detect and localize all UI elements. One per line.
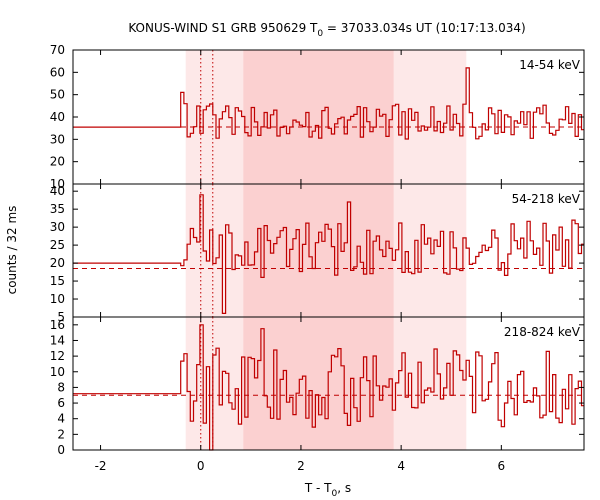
y-tick-label: 16 <box>50 318 65 332</box>
y-tick-label: 5 <box>57 310 65 324</box>
y-tick-label: 20 <box>50 256 65 270</box>
light-curve <box>73 324 584 451</box>
panel-energy-label: 54-218 keV <box>512 192 581 206</box>
y-tick-label: 8 <box>57 380 65 394</box>
x-tick-label: 0 <box>197 459 205 473</box>
light-curve <box>73 194 584 314</box>
x-axis-label: T - T0, s <box>304 481 351 499</box>
y-tick-label: 30 <box>50 220 65 234</box>
y-tick-label: 70 <box>50 43 65 57</box>
panel-frame <box>72 316 585 451</box>
y-tick-label: 40 <box>50 110 65 124</box>
y-tick-label: 4 <box>57 412 65 426</box>
chart-title: KONUS-WIND S1 GRB 950629 T0 = 37033.034s… <box>128 21 525 39</box>
x-tick-label: 6 <box>498 459 506 473</box>
y-tick-label: 6 <box>57 396 65 410</box>
y-tick-label: 10 <box>50 365 65 379</box>
y-tick-label: 60 <box>50 65 65 79</box>
y-tick-label: 10 <box>50 177 65 191</box>
y-tick-label: 40 <box>50 184 65 198</box>
y-axis-label: counts / 32 ms <box>5 206 19 295</box>
y-tick-label: 10 <box>50 292 65 306</box>
y-tick-label: 35 <box>50 202 65 216</box>
y-tick-label: 0 <box>57 443 65 457</box>
y-tick-label: 2 <box>57 427 65 441</box>
light-curve <box>73 67 584 140</box>
x-tick-label: 2 <box>297 459 305 473</box>
shaded-interval-2 <box>243 317 394 450</box>
panel-1: 10 20 30 40 50 60 70 14-54 keV <box>50 43 585 191</box>
x-tick-label: -2 <box>95 459 107 473</box>
y-tick-label: 25 <box>50 238 65 252</box>
y-tick-label: 20 <box>50 155 65 169</box>
shaded-interval-2 <box>243 184 394 317</box>
panel-energy-label: 14-54 keV <box>519 58 581 72</box>
y-tick-label: 14 <box>50 333 65 347</box>
y-tick-label: 15 <box>50 274 65 288</box>
y-tick-label: 30 <box>50 132 65 146</box>
y-tick-label: 12 <box>50 349 65 363</box>
x-tick-label: 4 <box>397 459 405 473</box>
panel-energy-label: 218-824 keV <box>504 325 581 339</box>
panel-2: 5 10 15 20 25 30 35 40 54-218 keV <box>50 183 585 324</box>
y-tick-label: 50 <box>50 88 65 102</box>
shaded-interval-2 <box>243 50 394 184</box>
